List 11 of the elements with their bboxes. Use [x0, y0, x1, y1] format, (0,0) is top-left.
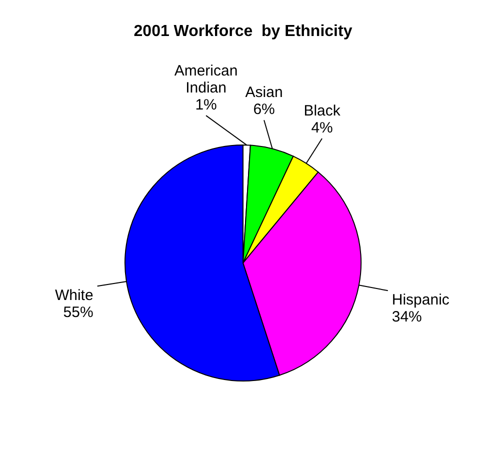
slice-label: White — [54, 287, 94, 304]
data-label: 4% — [311, 119, 333, 136]
data-label: 34% — [392, 308, 422, 326]
data-label: 55% — [63, 304, 94, 322]
slice-label: Asian — [245, 84, 283, 102]
slice-label: Black — [304, 102, 341, 120]
data-label: 6% — [253, 101, 275, 118]
data-label: 1% — [195, 96, 217, 114]
slice-label: Hispanic — [392, 292, 450, 309]
chart-title: 2001 Workforce by Ethnicity — [134, 23, 352, 40]
slice-label: American Indian — [174, 62, 238, 97]
